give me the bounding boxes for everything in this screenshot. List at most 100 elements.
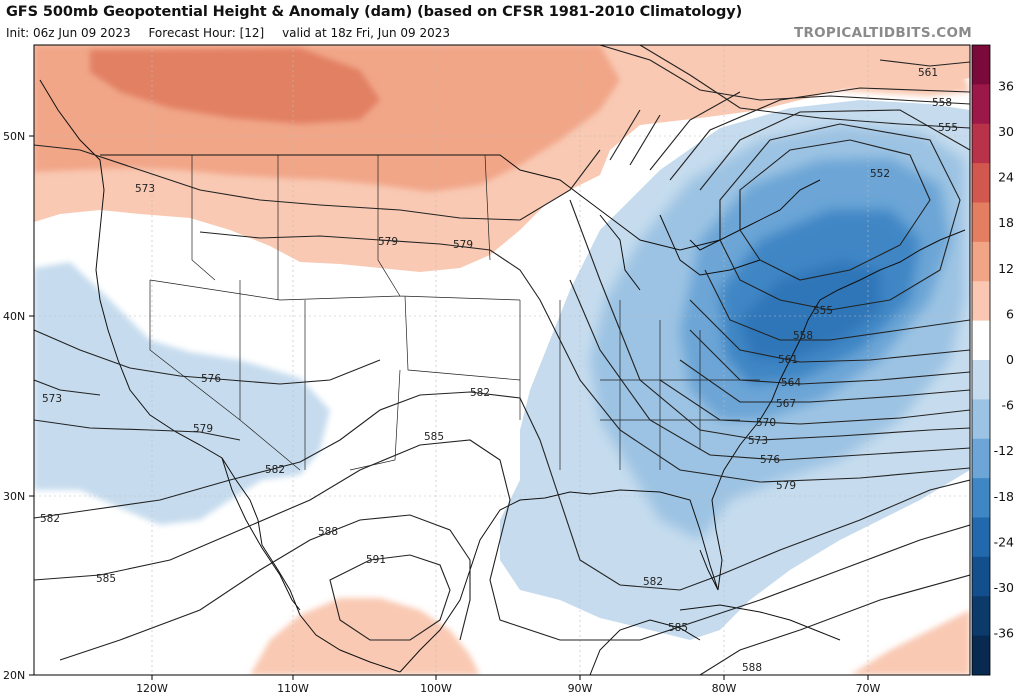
contour-588 [59,514,970,675]
contour-label: 579 [453,239,473,251]
graticule [34,45,970,675]
colorbar-swatch [972,635,990,676]
colorbar-tick-label: 12 [998,261,1014,276]
colorbar-swatch [972,281,990,322]
cuba [679,604,841,641]
west-coast [39,79,401,673]
positive-anomaly-core [90,48,380,124]
colorbar-swatch [972,84,990,125]
contour-label: 588 [318,526,338,538]
contour-570 [609,109,970,425]
gulf-coast [399,489,719,673]
colorbar-swatch [972,556,990,597]
contour-label: 582 [470,387,490,399]
contour-label: 588 [742,662,762,674]
colorbar-tick-label: -12 [994,443,1014,458]
colorbar-tick-label: 36 [998,78,1014,93]
colorbar-tick-label: -18 [994,489,1014,504]
lat-label: 30N [3,490,25,503]
contour-label: 555 [938,122,958,134]
lat-label: 40N [3,310,25,323]
contour-label: 561 [918,67,938,79]
lon-label: 120W [136,682,168,695]
longitude-axis [151,675,869,680]
lat-label: 50N [3,130,25,143]
lon-label: 110W [277,682,309,695]
contour-label: 585 [96,573,116,585]
contour-label: 570 [756,417,776,429]
lon-label: 90W [568,682,593,695]
colorbar-tick-label: -36 [994,626,1014,641]
contour-label: 564 [781,377,801,389]
contour-label: 561 [778,354,798,366]
colorbar-swatch [972,478,990,518]
colorbar-tick-label: 6 [1006,306,1014,321]
colorbar-swatch [972,438,990,479]
colorbar-tick-label: 24 [998,170,1014,185]
colorbar-swatch [972,320,990,361]
contour-label: 555 [813,305,833,317]
contour-label: 579 [378,236,398,248]
lon-label: 80W [712,682,737,695]
contour-558 [599,45,970,105]
contour-label: 573 [135,183,155,195]
contour-573 [34,144,970,441]
contour-label: 585 [668,622,688,634]
contour-label: 582 [40,513,60,525]
contour-582 [34,391,970,591]
contour-564 [649,91,970,385]
contour-label: 573 [42,393,62,405]
contour-label: 576 [201,373,221,385]
forecast-hour: Forecast Hour: [12] [148,26,265,40]
colorbar-swatch [972,163,990,203]
brand-watermark: TROPICALTIDBITS.COM [793,25,972,41]
contour-561 [879,59,970,67]
map-frame [33,44,971,676]
lat-label: 20N [3,669,25,682]
map-panel: 561 558 555 552 573 579 579 573 576 579 … [34,45,970,675]
contour-label: 579 [776,480,796,492]
contour-552 [739,139,931,281]
valid-time: valid at 18z Fri, Jun 09 2023 [282,26,450,40]
contour-561b [669,87,970,363]
yucatan-coast [589,619,701,675]
positive-anomaly-southeast [850,610,970,675]
contour-label: 567 [776,398,796,410]
contour-579 [34,231,970,483]
contour-567 [629,114,970,403]
contour-555 [639,45,970,129]
map-title: GFS 500mb Geopotential Height & Anomaly … [6,4,743,20]
run-info: Init: 06z Jun 09 2023 Forecast Hour: [12… [6,26,464,40]
positive-anomaly-northeast [690,52,970,96]
great-lakes [599,214,761,291]
colorbar-tick-label: 18 [998,215,1014,230]
contour-576 [34,279,970,461]
contour-label: 579 [193,423,213,435]
init-time: Init: 06z Jun 09 2023 [6,26,131,40]
negative-anomaly-west [34,262,330,525]
florida-east-coast [711,229,966,591]
contour-labels: 561 558 555 552 573 579 579 573 576 579 … [40,67,958,674]
contour-label: 558 [793,330,813,342]
latitude-axis [29,135,34,676]
colorbar-swatch [972,123,990,164]
contour-585 [34,439,970,641]
contour-558b [699,109,970,341]
coastlines [39,79,966,675]
anomaly-colorbar: 36 30 24 18 12 6 0 -6 -12 -18 -24 -30 -36 [971,44,1014,676]
contour-555b [719,123,961,311]
contour-label: 591 [366,554,386,566]
canada-border [100,154,821,251]
contour-label: 585 [424,431,444,443]
colorbar-swatch [972,241,990,282]
lon-label: 100W [420,682,452,695]
colorbar-swatch [972,596,990,637]
contour-label: 558 [932,97,952,109]
state-borders [149,154,760,471]
lon-label: 70W [856,682,881,695]
colorbar-tick-label: -24 [994,534,1014,549]
colorbar-tick-label: 0 [1006,352,1014,367]
colorbar-swatch [972,202,990,243]
contour-label: 582 [643,576,663,588]
